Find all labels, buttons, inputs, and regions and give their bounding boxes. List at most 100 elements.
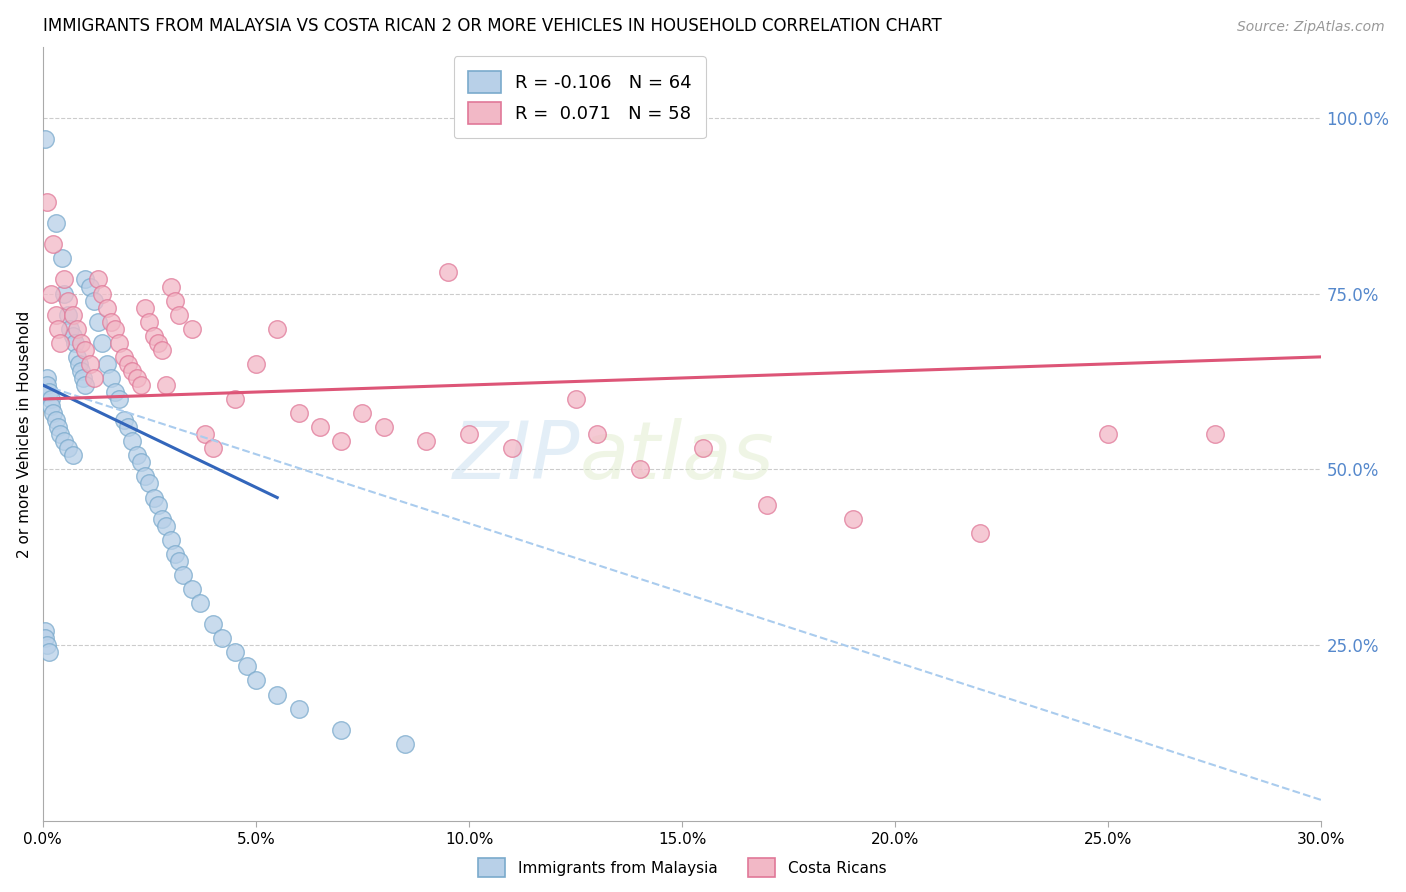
Point [79,279,101,293]
Point [46,420,69,434]
Point [117,357,139,371]
Point [62,308,84,322]
Point [70,335,93,350]
Point [287,406,309,420]
Point [38,645,60,659]
Point [62,328,84,343]
Point [91,335,114,350]
Point [70,364,93,378]
Point [458,427,481,442]
Point [167,554,190,568]
Point [67,357,90,371]
Point [415,434,437,449]
Point [35,378,58,392]
Point [181,582,204,596]
Point [42,237,65,252]
Point [436,265,458,279]
Point [308,420,330,434]
Point [155,518,177,533]
Point [224,645,246,659]
Point [112,350,135,364]
Point [63,335,86,350]
Point [46,322,69,336]
Point [100,315,122,329]
Point [45,216,67,230]
Point [49,427,72,442]
Point [628,462,651,476]
Point [692,442,714,456]
Point [155,378,177,392]
Point [51,252,73,266]
Point [159,279,181,293]
Point [150,511,173,525]
Point [159,533,181,547]
Point [146,335,169,350]
Point [150,343,173,357]
Point [841,511,863,525]
Point [35,371,58,385]
Point [121,364,143,378]
Point [91,286,114,301]
Point [394,737,416,751]
Point [969,525,991,540]
Point [142,491,165,505]
Point [373,420,395,434]
Point [49,335,72,350]
Point [190,596,212,610]
Point [83,293,105,308]
Point [330,723,353,737]
Point [142,328,165,343]
Point [236,659,259,673]
Point [53,434,76,449]
Point [146,498,169,512]
Point [87,272,110,286]
Text: IMMIGRANTS FROM MALAYSIA VS COSTA RICAN 2 OR MORE VEHICLES IN HOUSEHOLD CORRELAT: IMMIGRANTS FROM MALAYSIA VS COSTA RICAN … [42,17,942,35]
Point [121,434,143,449]
Point [211,632,233,646]
Point [287,701,309,715]
Point [39,392,62,406]
Point [181,322,204,336]
Point [138,315,160,329]
Point [266,322,288,336]
Point [34,132,56,146]
Point [138,476,160,491]
Point [266,688,288,702]
Point [53,286,76,301]
Point [38,385,60,400]
Text: ZIP: ZIP [453,418,579,497]
Point [58,308,80,322]
Point [34,632,56,646]
Point [62,448,84,462]
Point [58,293,80,308]
Point [167,308,190,322]
Point [87,315,110,329]
Point [1097,427,1119,442]
Point [163,547,186,561]
Point [125,448,148,462]
Point [75,272,97,286]
Point [202,442,225,456]
Point [501,442,523,456]
Point [108,392,131,406]
Point [59,322,82,336]
Point [134,469,156,483]
Point [39,286,62,301]
Point [756,498,779,512]
Point [330,434,353,449]
Point [245,673,267,688]
Point [134,301,156,315]
Point [96,301,118,315]
Point [586,427,609,442]
Y-axis label: 2 or more Vehicles in Household: 2 or more Vehicles in Household [17,310,32,558]
Point [104,322,127,336]
Point [202,617,225,632]
Point [100,371,122,385]
Point [83,371,105,385]
Point [108,335,131,350]
Point [66,322,89,336]
Point [129,378,152,392]
Point [42,406,65,420]
Point [112,413,135,427]
Point [66,350,89,364]
